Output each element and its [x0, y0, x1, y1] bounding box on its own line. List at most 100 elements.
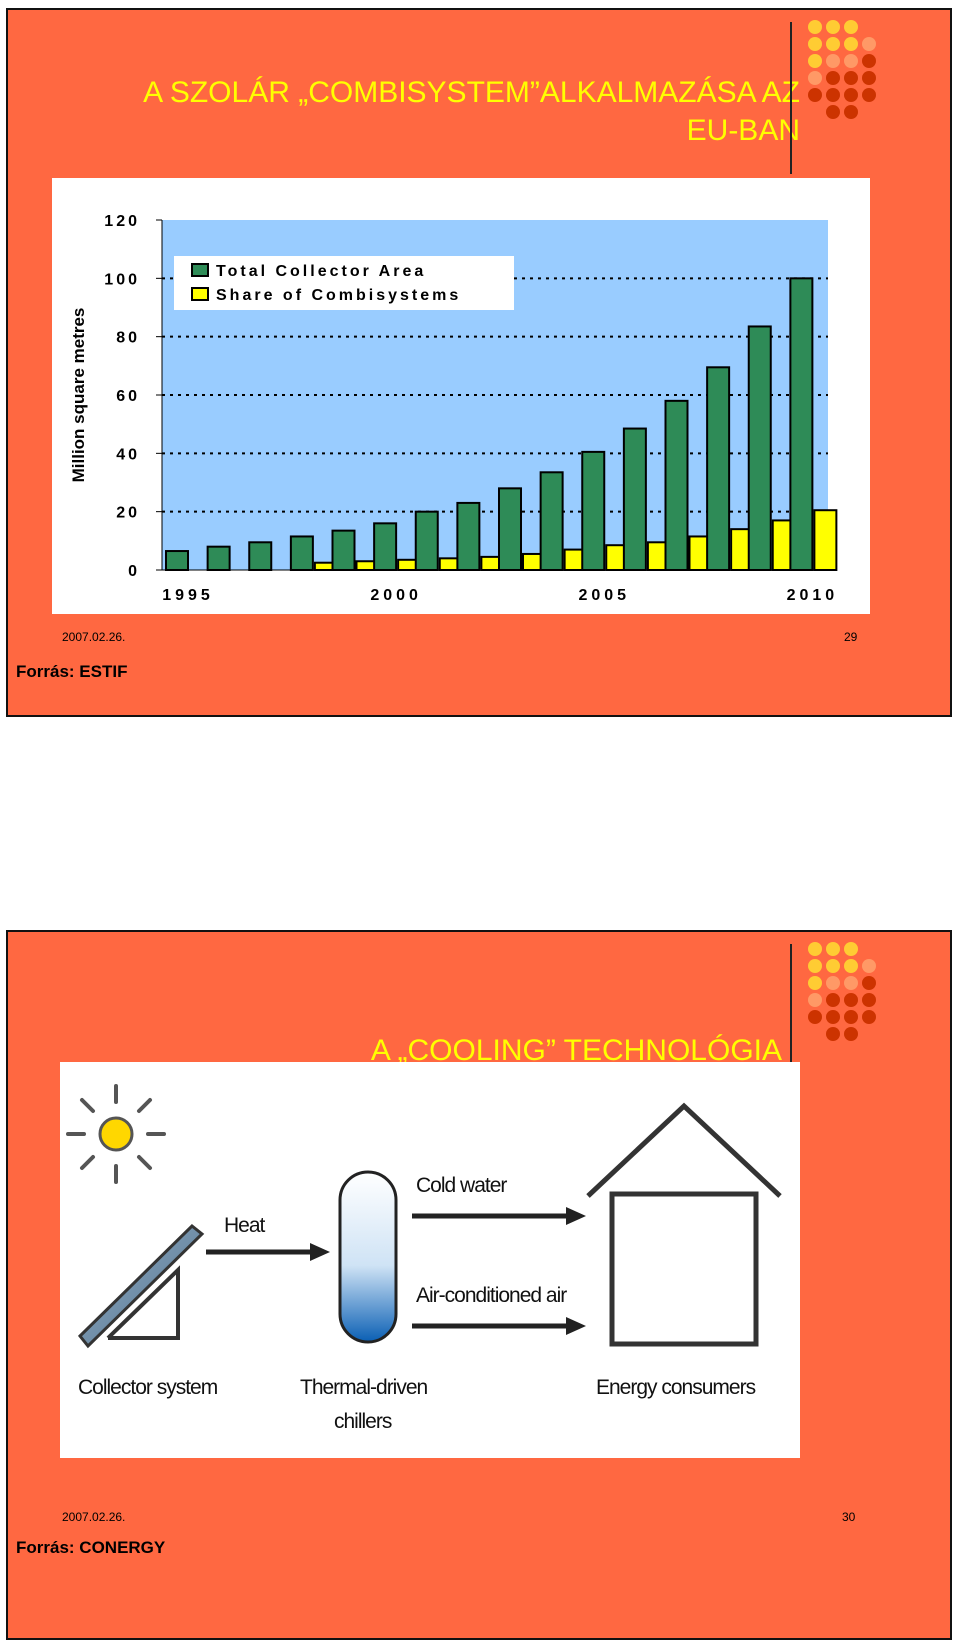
slide-title: A „COOLING” TECHNOLÓGIA	[370, 1034, 782, 1067]
y-tick-label: 40	[116, 446, 140, 463]
diagram-graphics	[66, 1084, 782, 1349]
decorative-dot	[808, 20, 822, 34]
decorative-dot	[808, 88, 822, 102]
decorative-dot	[844, 959, 858, 973]
slide-date: 2007.02.26.	[62, 630, 126, 644]
slide-title: A SZOLÁR „COMBISYSTEM”ALKALMAZÁSA AZ EU-…	[40, 74, 800, 150]
chillers-label-line-2: chillers	[334, 1410, 392, 1433]
slide-30: A „COOLING” TECHNOLÓGIA	[6, 930, 952, 1640]
decorative-dot	[844, 88, 858, 102]
decorative-dot	[808, 976, 822, 990]
decorative-dot	[826, 71, 840, 85]
bar-total-collector-area	[414, 510, 439, 571]
heat-arrow	[206, 1243, 330, 1261]
decorative-dot	[808, 1010, 822, 1024]
heat-label: Heat	[224, 1214, 265, 1237]
chart-panel: 0 20 40 60 80 100 120 1995 2000 2005 2010 Million s…	[52, 178, 870, 614]
bar-total-collector-area	[789, 277, 814, 571]
legend-label: Total Collector Area	[216, 263, 426, 280]
decorative-dot	[808, 942, 822, 956]
decorative-dot	[826, 88, 840, 102]
decorative-dot	[826, 37, 840, 51]
bar-chart: 0 20 40 60 80 100 120 1995 2000 2005 2010 Million s…	[69, 213, 839, 604]
decorative-dot	[808, 37, 822, 51]
slide-title-line-2: EU-BAN	[686, 114, 800, 147]
x-tick-label: 2010	[787, 587, 839, 604]
source-credit: Forrás: CONERGY	[16, 1538, 166, 1557]
decorative-dot	[826, 993, 840, 1007]
y-tick-label: 0	[128, 563, 140, 580]
cold-water-arrow	[412, 1207, 586, 1225]
page-number: 30	[842, 1510, 856, 1524]
bar-total-collector-area	[498, 487, 522, 572]
decorative-dot	[844, 20, 858, 34]
slide-title-line-1: A SZOLÁR „COMBISYSTEM”ALKALMAZÁSA AZ	[143, 76, 800, 109]
slide-29: A SZOLÁR „COMBISYSTEM”ALKALMAZÁSA AZ EU-…	[6, 8, 952, 717]
decorative-dot	[808, 959, 822, 973]
legend-swatch	[191, 287, 209, 301]
y-axis-label: Million square metres	[69, 308, 88, 483]
decorative-dot	[826, 1027, 840, 1041]
decorative-dot	[826, 959, 840, 973]
title-divider	[790, 944, 792, 1098]
air-conditioned-label: Air-conditioned air	[416, 1284, 567, 1307]
decorative-dot	[862, 1010, 876, 1024]
y-tick-label: 100	[104, 271, 140, 288]
decorative-dot	[826, 54, 840, 68]
bar-total-collector-area	[539, 471, 564, 571]
source-credit: Forrás: ESTIF	[16, 662, 128, 681]
decorative-dot	[808, 71, 822, 85]
decorative-dot	[862, 88, 876, 102]
bar-total-collector-area	[248, 541, 273, 571]
page-number: 29	[844, 630, 858, 644]
decorative-dot	[862, 37, 876, 51]
collector-system-label: Collector system	[78, 1376, 218, 1399]
house-icon	[586, 1102, 782, 1347]
y-tick-label: 20	[116, 505, 140, 522]
decorative-dot	[826, 942, 840, 956]
legend-swatch	[191, 263, 209, 277]
bar-total-collector-area	[664, 399, 689, 571]
y-tick-label: 60	[116, 388, 140, 405]
bar-total-collector-area	[289, 535, 314, 572]
x-tick-label: 2000	[370, 587, 422, 604]
decorative-dot	[862, 976, 876, 990]
title-divider	[790, 22, 792, 174]
x-tick-label: 1995	[162, 587, 214, 604]
decorative-dot	[862, 71, 876, 85]
slide-date: 2007.02.26.	[62, 1510, 126, 1524]
bar-total-collector-area	[373, 522, 398, 572]
y-tick-label: 120	[104, 213, 140, 230]
decorative-dot	[844, 37, 858, 51]
decorative-dot	[826, 20, 840, 34]
bar-total-collector-area	[747, 325, 772, 571]
bar-total-collector-area	[706, 366, 731, 571]
cold-water-label: Cold water	[416, 1174, 507, 1197]
energy-consumers-label: Energy consumers	[596, 1376, 756, 1399]
decorative-dot	[826, 105, 840, 119]
bar-total-collector-area	[456, 501, 481, 571]
x-tick-label: 2005	[578, 587, 630, 604]
chiller-tank-icon	[338, 1170, 398, 1344]
legend-label: Share of Combisystems	[216, 287, 461, 304]
decorative-dot	[862, 959, 876, 973]
legend-box	[174, 256, 514, 310]
y-tick-label: 80	[116, 330, 140, 347]
cooling-diagram: Heat Cold water Air-conditioned air Coll…	[60, 1062, 800, 1458]
bar-total-collector-area	[165, 550, 189, 571]
decorative-dot	[844, 993, 858, 1007]
decorative-dot	[844, 976, 858, 990]
decorative-dot	[808, 54, 822, 68]
bar-total-collector-area	[581, 450, 606, 571]
decorative-dot	[862, 993, 876, 1007]
decorative-dot	[844, 942, 858, 956]
decorative-dot	[844, 54, 858, 68]
decorative-dot	[808, 993, 822, 1007]
sun-icon	[66, 1084, 166, 1184]
decorative-dot	[826, 1010, 840, 1024]
decorative-dot	[826, 976, 840, 990]
decorative-dot	[844, 71, 858, 85]
decorative-dot	[862, 54, 876, 68]
bar-total-collector-area	[331, 529, 356, 571]
bar-total-collector-area	[622, 427, 647, 571]
